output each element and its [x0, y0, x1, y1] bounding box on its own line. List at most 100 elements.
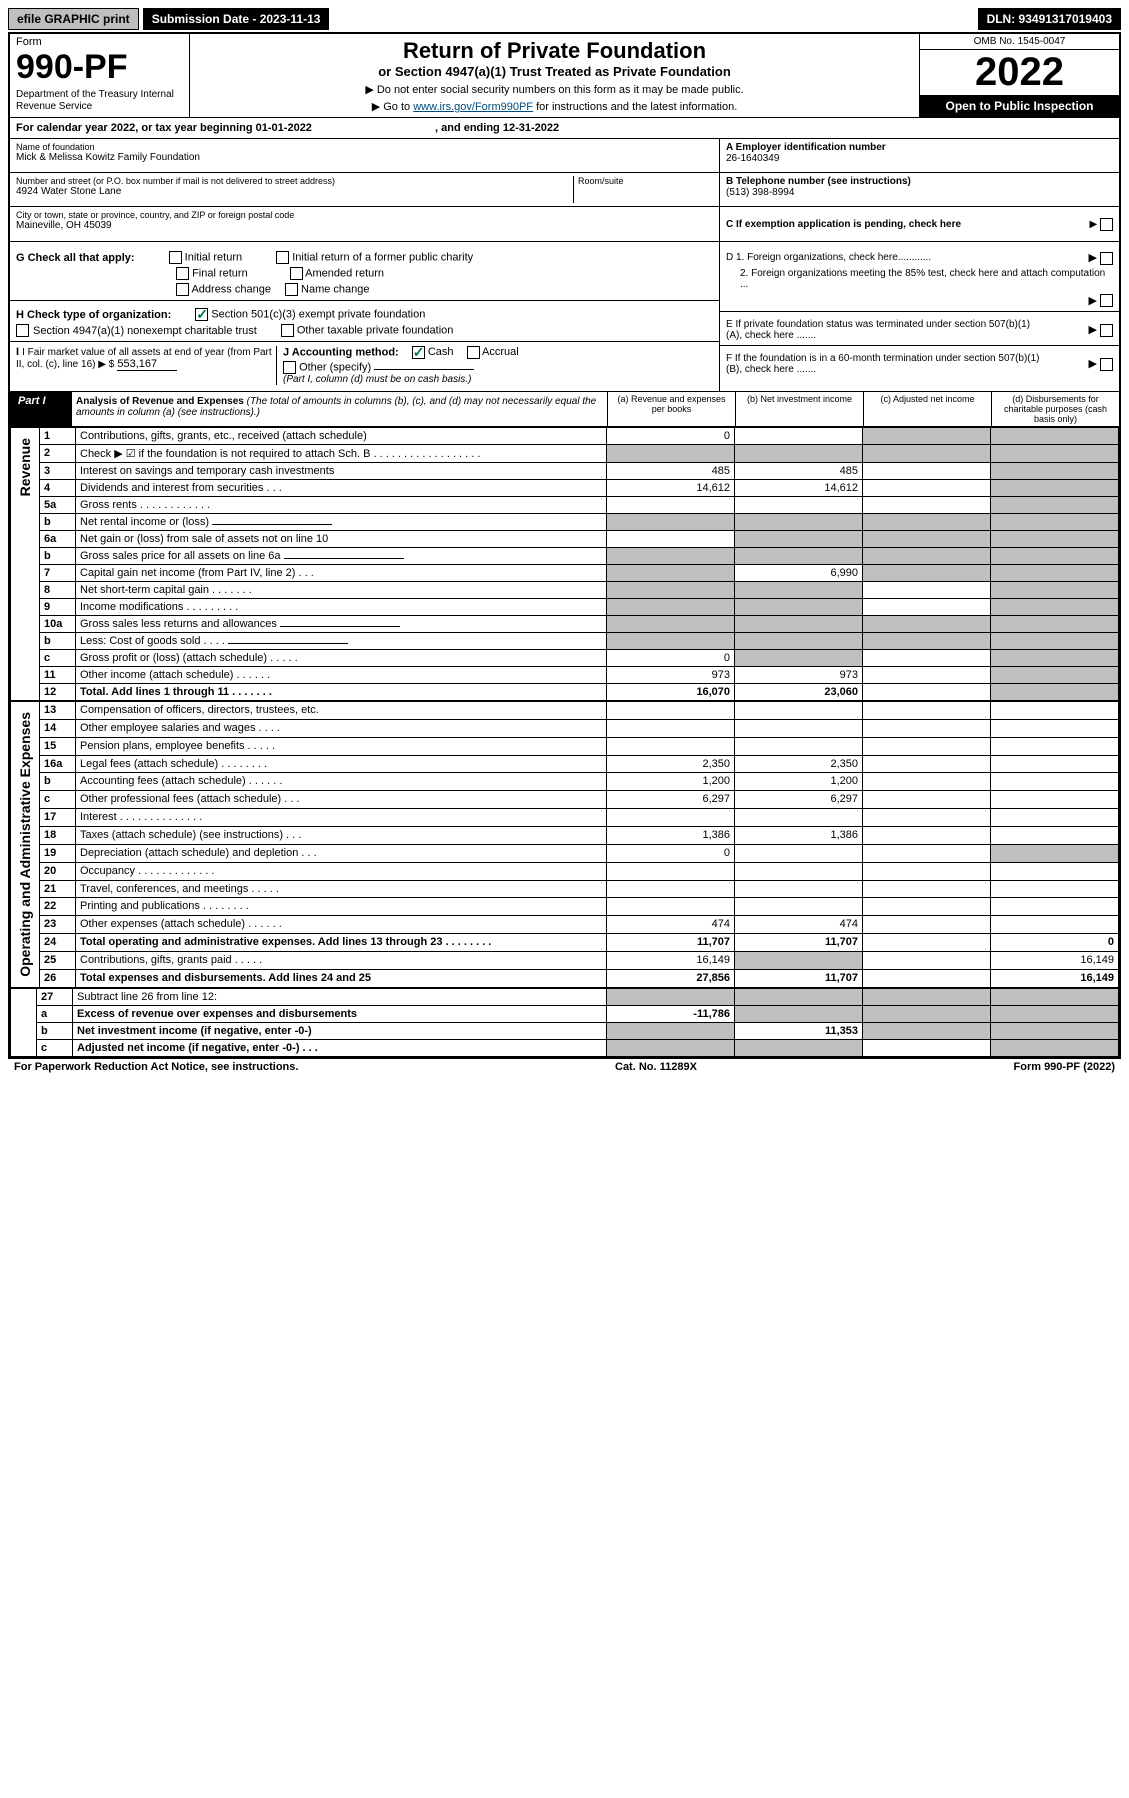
table-cell — [991, 1039, 1119, 1056]
j-other-checkbox[interactable] — [283, 361, 296, 374]
table-row: 12Total. Add lines 1 through 11 . . . . … — [11, 684, 1119, 701]
table-cell — [991, 667, 1119, 684]
table-cell — [991, 719, 1119, 737]
g-opt-3: Amended return — [305, 267, 384, 279]
tel-label: B Telephone number (see instructions) — [726, 176, 1113, 187]
table-cell — [991, 1005, 1119, 1022]
g-name-change-checkbox[interactable] — [285, 283, 298, 296]
dln-badge: DLN: 93491317019403 — [978, 8, 1121, 30]
f-checkbox[interactable] — [1100, 358, 1113, 371]
table-cell — [863, 702, 991, 720]
table-cell — [607, 514, 735, 531]
form-year-block: OMB No. 1545-0047 2022 Open to Public In… — [919, 34, 1119, 117]
table-cell — [991, 428, 1119, 445]
h-501c3-checkbox[interactable] — [195, 308, 208, 321]
name-label: Name of foundation — [16, 142, 713, 152]
g-initial-former-checkbox[interactable] — [276, 251, 289, 264]
table-cell — [991, 599, 1119, 616]
table-row: 16aLegal fees (attach schedule) . . . . … — [11, 755, 1119, 773]
table-cell — [863, 827, 991, 845]
g-final-return-checkbox[interactable] — [176, 267, 189, 280]
table-cell: -11,786 — [607, 1005, 735, 1022]
g-opt-2: Final return — [192, 267, 248, 279]
table-cell: 485 — [607, 463, 735, 480]
table-row: 27Subtract line 26 from line 12: — [11, 988, 1119, 1005]
city-label: City or town, state or province, country… — [16, 210, 713, 220]
d2-checkbox[interactable] — [1100, 294, 1113, 307]
e-row: E If private foundation status was termi… — [726, 319, 1113, 341]
g-label: G Check all that apply: — [16, 252, 135, 264]
c-checkbox[interactable] — [1100, 218, 1113, 231]
table-cell — [607, 719, 735, 737]
table-cell — [991, 791, 1119, 809]
table-cell — [863, 755, 991, 773]
h-other-taxable-checkbox[interactable] — [281, 324, 294, 337]
table-row: 24Total operating and administrative exp… — [11, 934, 1119, 952]
j-cash: Cash — [428, 346, 454, 358]
table-cell: 485 — [735, 463, 863, 480]
line-number: 20 — [40, 862, 76, 880]
table-cell — [735, 582, 863, 599]
instructions-link[interactable]: www.irs.gov/Form990PF — [413, 101, 533, 113]
table-row: cAdjusted net income (if negative, enter… — [11, 1039, 1119, 1056]
j-accrual-checkbox[interactable] — [467, 346, 480, 359]
table-cell — [735, 599, 863, 616]
line-description: Check ▶ ☑ if the foundation is not requi… — [76, 445, 607, 463]
line-description: Gross rents . . . . . . . . . . . . — [76, 497, 607, 514]
cal-mid: , and ending — [432, 122, 503, 134]
table-cell: 0 — [607, 650, 735, 667]
e-checkbox[interactable] — [1100, 324, 1113, 337]
tax-year: 2022 — [920, 50, 1119, 95]
form-title: Return of Private Foundation — [194, 38, 915, 64]
line-number: 26 — [40, 969, 76, 987]
h-4947-checkbox[interactable] — [16, 324, 29, 337]
table-cell — [991, 633, 1119, 650]
table-cell — [607, 988, 735, 1005]
g-initial-return-checkbox[interactable] — [169, 251, 182, 264]
table-cell: 16,149 — [991, 969, 1119, 987]
table-row: 10aGross sales less returns and allowanc… — [11, 616, 1119, 633]
footer-row: For Paperwork Reduction Act Notice, see … — [8, 1059, 1121, 1075]
table-cell — [991, 497, 1119, 514]
g-amended-checkbox[interactable] — [290, 267, 303, 280]
table-cell — [863, 988, 991, 1005]
j-cash-checkbox[interactable] — [412, 346, 425, 359]
d2-row: 2. Foreign organizations meeting the 85%… — [726, 268, 1113, 308]
g-opt-5: Name change — [301, 283, 370, 295]
table-cell — [991, 684, 1119, 701]
table-cell: 14,612 — [607, 480, 735, 497]
h-opt-2: Section 4947(a)(1) nonexempt charitable … — [33, 325, 257, 337]
line-number: 4 — [40, 480, 76, 497]
table-cell — [863, 952, 991, 970]
ein-label: A Employer identification number — [726, 142, 1113, 153]
table-cell — [863, 599, 991, 616]
table-row: 5aGross rents . . . . . . . . . . . . — [11, 497, 1119, 514]
table-cell — [863, 548, 991, 565]
section-side-label: Operating and Administrative Expenses — [11, 702, 40, 988]
table-cell: 14,612 — [735, 480, 863, 497]
table-row: 6aNet gain or (loss) from sale of assets… — [11, 531, 1119, 548]
line-number: 2 — [40, 445, 76, 463]
line-description: Gross profit or (loss) (attach schedule)… — [76, 650, 607, 667]
table-cell — [863, 633, 991, 650]
h-check-row: H Check type of organization: Section 50… — [16, 308, 713, 321]
table-cell — [735, 880, 863, 898]
line-number: 11 — [40, 667, 76, 684]
table-cell — [991, 737, 1119, 755]
line-number: 22 — [40, 898, 76, 916]
efile-print-button[interactable]: efile GRAPHIC print — [8, 8, 139, 30]
table-cell — [735, 531, 863, 548]
line-number: 15 — [40, 737, 76, 755]
line-description: Adjusted net income (if negative, enter … — [73, 1039, 607, 1056]
table-cell — [991, 565, 1119, 582]
table-cell — [735, 719, 863, 737]
instructions-line-1: ▶ Do not enter social security numbers o… — [194, 83, 915, 96]
table-cell — [991, 548, 1119, 565]
d1-checkbox[interactable] — [1100, 252, 1113, 265]
table-cell — [735, 1039, 863, 1056]
g-address-change-checkbox[interactable] — [176, 283, 189, 296]
line-number: 25 — [40, 952, 76, 970]
line-number: 17 — [40, 809, 76, 827]
footer-cat-no: Cat. No. 11289X — [615, 1061, 697, 1073]
line-number: 9 — [40, 599, 76, 616]
